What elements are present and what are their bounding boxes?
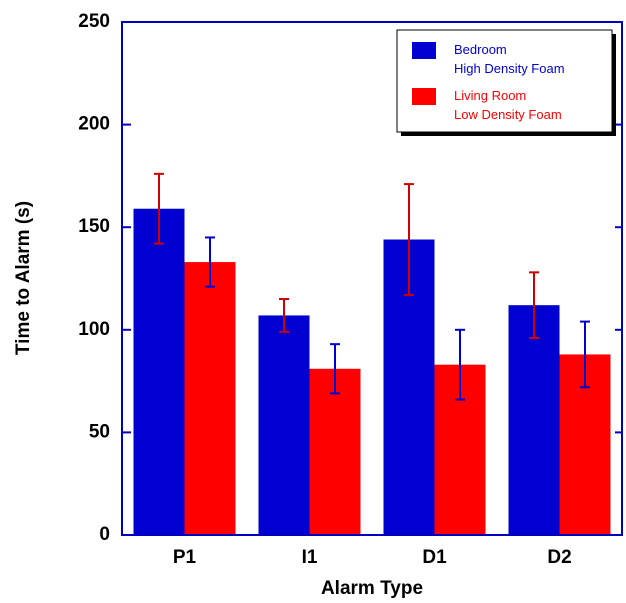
bar (309, 368, 361, 535)
error-bar (404, 183, 414, 296)
bar (184, 262, 236, 535)
x-tick-label: I1 (302, 547, 318, 568)
x-tick-label: D1 (422, 547, 447, 568)
legend-label: Living Room Low Density Foam (454, 88, 562, 122)
bar (133, 208, 185, 535)
x-tick-label: D2 (547, 547, 571, 568)
x-axis-label: Alarm Type (321, 578, 423, 599)
error-bar (580, 320, 590, 389)
y-axis-label: Time to Alarm (s) (13, 201, 34, 355)
bar (508, 305, 560, 535)
error-bar (205, 236, 215, 288)
y-tick-label: 0 (99, 524, 110, 545)
y-tick-label: 250 (78, 11, 110, 32)
legend-swatch (412, 42, 436, 59)
plot-frame (121, 21, 623, 536)
error-bar (154, 172, 164, 245)
error-bar (455, 328, 465, 401)
error-bar (529, 271, 539, 340)
y-tick-label: 50 (89, 421, 110, 442)
legend-label: Bedroom High Density Foam (454, 42, 565, 76)
error-bar (279, 298, 289, 333)
bar (258, 315, 310, 535)
y-tick-label: 150 (78, 216, 110, 237)
y-tick-label: 200 (78, 114, 110, 135)
x-tick-label: P1 (173, 547, 197, 568)
y-tick-label: 100 (78, 319, 110, 340)
legend-swatch (412, 88, 436, 105)
error-bar (330, 343, 340, 395)
